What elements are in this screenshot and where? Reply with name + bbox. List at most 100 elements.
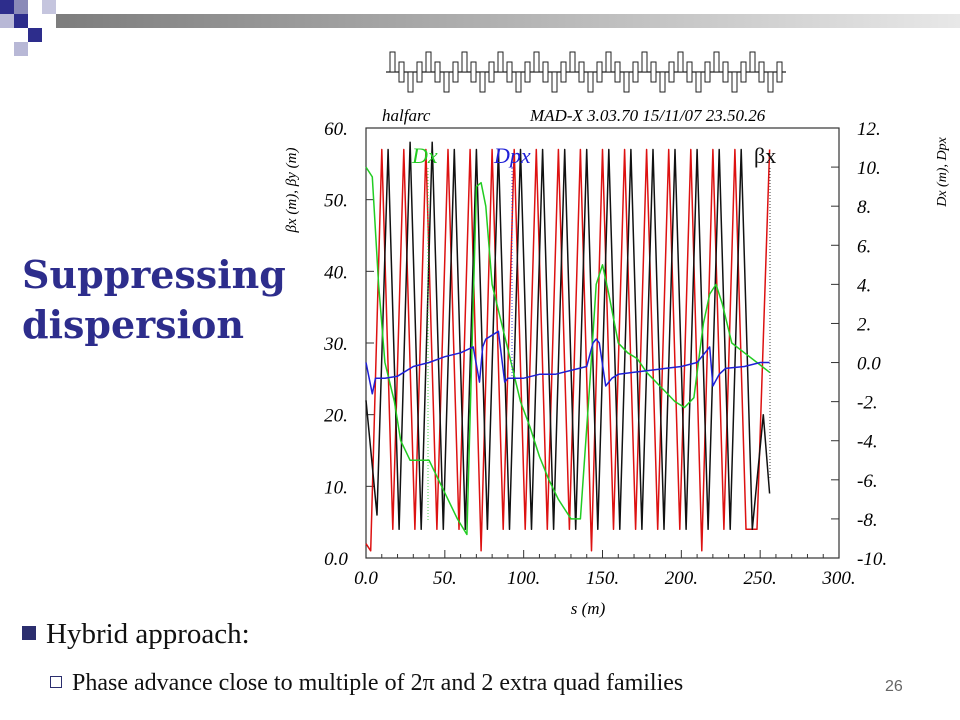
lattice-magnet bbox=[533, 51, 540, 73]
chart-title-left: halfarc bbox=[382, 106, 431, 125]
lattice-magnet bbox=[416, 61, 423, 83]
lattice-magnet bbox=[641, 51, 648, 73]
lattice-magnet bbox=[479, 71, 486, 93]
y-right-tick-label: 0.0 bbox=[857, 354, 881, 375]
lattice-magnet bbox=[614, 61, 621, 83]
lattice-magnet bbox=[749, 51, 756, 73]
lattice-magnet bbox=[722, 61, 729, 83]
legend-betax: βx bbox=[754, 143, 776, 168]
lattice-magnet bbox=[488, 61, 495, 83]
series-line-dpx bbox=[365, 330, 770, 395]
series-line-beta-x bbox=[365, 141, 771, 531]
lattice-magnet bbox=[524, 61, 531, 83]
y-left-tick-label: 50. bbox=[324, 191, 348, 212]
x-tick-label: 0.0 bbox=[354, 568, 378, 589]
lattice-magnet bbox=[443, 71, 450, 93]
lattice-magnet bbox=[542, 61, 549, 83]
x-tick-label: 200. bbox=[665, 568, 698, 589]
corner-square-2 bbox=[14, 0, 28, 14]
page-number: 26 bbox=[885, 678, 903, 695]
lattice-magnet bbox=[776, 61, 783, 83]
x-axis-label: s (m) bbox=[571, 599, 606, 618]
y-axis-right-label: Dx (m), Dpx bbox=[935, 136, 950, 207]
lattice-magnet bbox=[767, 71, 774, 93]
y-axis-left-label: βx (m), βy (m) bbox=[284, 148, 300, 234]
lattice-magnet bbox=[713, 51, 720, 73]
legend-dx: Dx bbox=[411, 143, 438, 168]
x-tick-label: 100. bbox=[507, 568, 540, 589]
corner-square-3 bbox=[42, 0, 56, 14]
lattice-diagram bbox=[386, 51, 786, 93]
legend-dpx: Dpx bbox=[493, 143, 531, 168]
lattice-magnet bbox=[452, 61, 459, 83]
y-left-tick-label: 40. bbox=[324, 262, 348, 283]
lattice-magnet bbox=[389, 51, 396, 73]
corner-square-4 bbox=[0, 14, 14, 28]
lattice-magnet bbox=[650, 61, 657, 83]
y-right-tick-label: -10. bbox=[857, 549, 887, 570]
lattice-magnet bbox=[605, 51, 612, 73]
chart-title-right: MAD-X 3.03.70 15/11/07 23.50.26 bbox=[529, 106, 766, 125]
y-right-tick-label: -2. bbox=[857, 393, 878, 414]
lattice-magnet bbox=[677, 51, 684, 73]
bullet-square-icon bbox=[22, 626, 36, 640]
lattice-magnet bbox=[668, 61, 675, 83]
x-tick-label: 300. bbox=[821, 568, 855, 589]
y-left-tick-label: 30. bbox=[323, 334, 348, 355]
series-line-beta-y bbox=[365, 148, 771, 552]
hollow-square-icon bbox=[50, 676, 62, 688]
lattice-magnet bbox=[497, 51, 504, 73]
lattice-magnet bbox=[686, 61, 693, 83]
axis-ticks: 0.0 50. 100. 150. 200. 250. 300. 0.0 10. 20. 30. 40… bbox=[323, 119, 887, 589]
lattice-magnet bbox=[515, 71, 522, 93]
lattice-magnet bbox=[740, 61, 747, 83]
y-right-tick-label: -8. bbox=[857, 510, 878, 531]
lattice-magnet bbox=[596, 61, 603, 83]
sub-bullet-item: Phase advance close to multiple of 2π an… bbox=[22, 666, 922, 702]
lattice-magnet bbox=[632, 61, 639, 83]
corner-square-6 bbox=[28, 28, 42, 42]
y-right-tick-label: 10. bbox=[857, 158, 881, 179]
optics-chart: 0.0 50. 100. 150. 200. 250. 300. 0.0 10. 20. 30. 40… bbox=[284, 51, 950, 618]
chart-series bbox=[365, 141, 771, 552]
lattice-magnet bbox=[560, 61, 567, 83]
y-right-tick-label: -6. bbox=[857, 471, 878, 492]
lattice-magnet bbox=[434, 61, 441, 83]
lattice-magnet bbox=[578, 61, 585, 83]
x-tick-label: 250. bbox=[744, 568, 777, 589]
slide-title: Suppressing dispersion bbox=[22, 252, 286, 347]
y-right-tick-label: 2. bbox=[857, 314, 871, 335]
lattice-magnet bbox=[659, 71, 666, 93]
lattice-magnet bbox=[731, 71, 738, 93]
header-gradient-bar bbox=[56, 14, 960, 28]
lattice-magnet bbox=[569, 51, 576, 73]
lattice-magnet bbox=[506, 61, 513, 83]
y-right-tick-label: -4. bbox=[857, 432, 878, 453]
lattice-magnet bbox=[695, 71, 702, 93]
bullet-list: Hybrid approach: Phase advance close to … bbox=[22, 612, 922, 702]
y-left-tick-label: 60. bbox=[324, 119, 348, 140]
bullet-text: Hybrid approach: bbox=[46, 618, 250, 650]
lattice-magnet bbox=[551, 71, 558, 93]
corner-square-5 bbox=[14, 14, 28, 28]
y-left-tick-label: 10. bbox=[324, 477, 348, 498]
bullet-item: Hybrid approach: bbox=[22, 612, 922, 652]
lattice-magnet bbox=[461, 51, 468, 73]
lattice-magnet bbox=[398, 61, 405, 83]
y-left-tick-label: 20. bbox=[324, 406, 348, 427]
y-left-tick-label: 0.0 bbox=[324, 549, 348, 570]
lattice-magnet bbox=[587, 71, 594, 93]
y-right-tick-label: 4. bbox=[857, 275, 871, 296]
lattice-magnet bbox=[623, 71, 630, 93]
x-tick-label: 50. bbox=[433, 568, 457, 589]
lattice-magnet bbox=[407, 71, 414, 93]
y-right-tick-label: 6. bbox=[857, 236, 871, 257]
lattice-magnet bbox=[704, 61, 711, 83]
x-tick-label: 150. bbox=[586, 568, 619, 589]
corner-square-1 bbox=[0, 0, 14, 14]
lattice-magnet bbox=[425, 51, 432, 73]
y-right-tick-label: 8. bbox=[857, 197, 871, 218]
corner-square-7 bbox=[14, 42, 28, 56]
lattice-magnet bbox=[470, 61, 477, 83]
y-right-tick-label: 12. bbox=[857, 119, 881, 140]
